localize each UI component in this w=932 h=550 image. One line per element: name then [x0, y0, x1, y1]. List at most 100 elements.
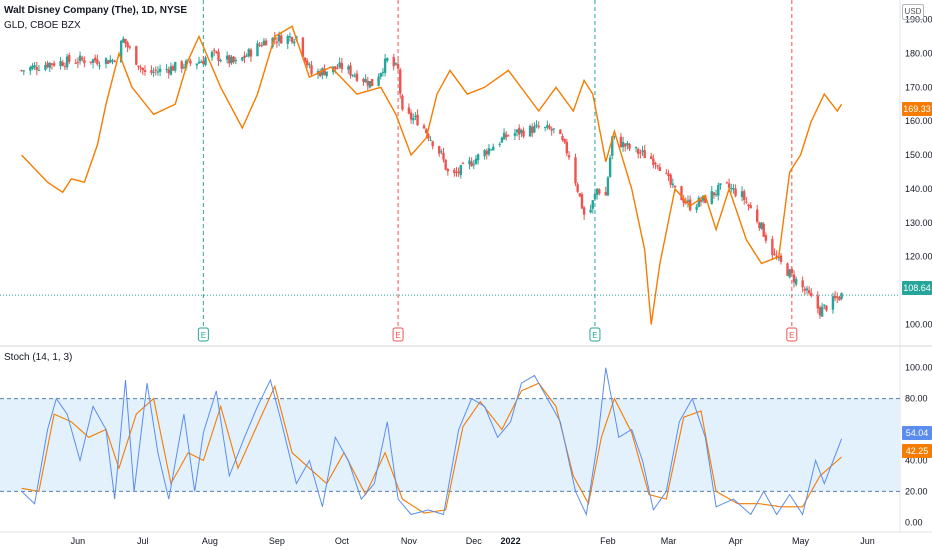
candle-body	[425, 129, 428, 133]
candle-body	[362, 79, 365, 82]
candle-body	[135, 46, 138, 65]
candle-body	[543, 127, 547, 129]
candle-body	[818, 307, 822, 316]
candle-body	[658, 167, 662, 172]
candle-body	[730, 187, 733, 190]
candle-body	[576, 184, 579, 192]
candle-body	[212, 49, 216, 51]
earnings-marker	[197, 327, 209, 342]
candle-body	[59, 61, 62, 67]
candle-body	[234, 60, 238, 62]
candle-body	[169, 66, 173, 75]
candle-body	[531, 126, 534, 134]
candle-body	[680, 186, 683, 201]
candle-body	[76, 61, 80, 63]
candle-body	[139, 67, 142, 69]
candle-body	[788, 269, 791, 278]
stoch-tick-label: 0.00	[905, 517, 923, 527]
candle-body	[225, 55, 229, 60]
candle-body	[204, 57, 207, 66]
candle-body	[669, 174, 672, 185]
candle-body	[704, 195, 707, 203]
candle-body	[96, 59, 99, 65]
candle-body	[559, 129, 562, 135]
candle-body	[280, 35, 283, 44]
time-tick-label: May	[792, 536, 810, 546]
candle-body	[386, 57, 389, 61]
time-tick-label: Oct	[335, 536, 350, 546]
candle-body	[217, 51, 220, 61]
candle-body	[440, 151, 443, 153]
candle-body	[277, 34, 281, 42]
candle-body	[831, 296, 835, 310]
candle-body	[695, 206, 698, 210]
candle-body	[505, 134, 508, 138]
candle-body	[453, 169, 456, 174]
candle-body	[189, 60, 192, 64]
candle-body	[379, 73, 382, 77]
candle-body	[392, 56, 395, 67]
candle-body	[652, 158, 655, 165]
candle-body	[801, 280, 804, 288]
candle-body	[548, 126, 551, 129]
candle-body	[301, 37, 305, 57]
candle-body	[156, 71, 160, 73]
candle-body	[756, 209, 759, 222]
candle-body	[215, 51, 218, 53]
price-tick-label: 120.00	[905, 252, 932, 262]
candle-body	[710, 191, 713, 204]
candle-body	[33, 65, 36, 68]
candle-body	[355, 73, 359, 81]
candle-body	[682, 199, 685, 204]
time-tick-label: Mar	[661, 536, 677, 546]
candle-body	[749, 205, 752, 209]
candle-body	[803, 288, 807, 291]
candle-body	[520, 129, 523, 134]
candle-body	[122, 38, 125, 43]
candle-body	[502, 132, 506, 140]
candle-body	[288, 36, 292, 38]
overlay-symbol-label: GLD, CBOE BZX	[4, 20, 81, 31]
candle-body	[431, 141, 434, 147]
candle-body	[52, 63, 56, 66]
candle-body	[498, 143, 501, 145]
candle-body	[522, 130, 525, 137]
candle-body	[141, 67, 144, 71]
candle-body	[578, 193, 582, 197]
candle-body	[171, 66, 175, 71]
candle-body	[565, 141, 569, 154]
candle-body	[459, 165, 463, 176]
candle-body	[401, 95, 404, 110]
stoch-tick-label: 100.00	[905, 363, 932, 373]
candle-body	[340, 62, 344, 70]
candle-body	[591, 200, 594, 209]
candle-body	[656, 165, 659, 167]
candle-body	[104, 58, 108, 64]
candle-body	[637, 149, 640, 154]
candle-body	[293, 41, 296, 44]
candle-body	[641, 150, 644, 152]
candle-body	[262, 40, 266, 46]
stoch-d-value-tag: 42.25	[902, 444, 932, 458]
candle-body	[78, 55, 82, 62]
candle-body	[31, 65, 34, 69]
price-tick-label: 180.00	[905, 48, 932, 58]
candle-body	[563, 139, 566, 143]
candle-body	[487, 148, 491, 155]
currency-badge[interactable]: USD	[902, 4, 924, 20]
candle-body	[89, 61, 93, 63]
candle-body	[308, 64, 311, 66]
candle-body	[732, 188, 735, 190]
candle-body	[37, 69, 41, 71]
candle-body	[65, 56, 69, 68]
candle-body	[154, 69, 157, 71]
price-tick-label: 140.00	[905, 184, 932, 194]
candle-body	[518, 127, 521, 135]
candle-body	[63, 66, 67, 68]
price-tick-label: 150.00	[905, 150, 932, 160]
candle-body	[232, 56, 235, 63]
candle-body	[604, 191, 607, 196]
candle-body	[260, 45, 263, 47]
candle-body	[608, 157, 612, 177]
